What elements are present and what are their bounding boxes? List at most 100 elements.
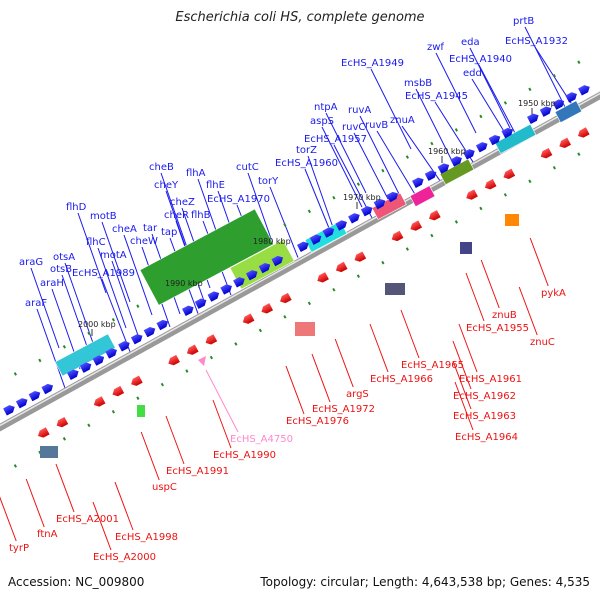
gene-label-pyka[interactable]: pykA	[541, 288, 566, 299]
gene-label-echs-a1949[interactable]: EcHS_A1949	[341, 58, 404, 69]
gene-label-mota[interactable]: motA	[100, 250, 127, 261]
gene-label-echs-a1962[interactable]: EcHS_A1962	[453, 391, 516, 402]
forward-gene-arrow	[220, 284, 232, 295]
gene-label-araf[interactable]: araF	[25, 298, 47, 309]
gene-label-echs-a1960[interactable]: EcHS_A1960	[275, 158, 338, 169]
gene-label-echs-a1991[interactable]: EcHS_A1991	[166, 466, 229, 477]
gene-label-ruvc[interactable]: ruvC	[342, 122, 365, 133]
gene-label-echs-a1965[interactable]: EcHS_A1965	[401, 360, 464, 371]
label-leader	[205, 369, 239, 433]
scale-tick-1980-kbp: 1980 kbp	[253, 237, 291, 246]
gene-label-chez[interactable]: cheZ	[170, 197, 195, 208]
forward-gene-arrow	[565, 92, 577, 103]
forward-gene-arrow	[28, 390, 41, 402]
gene-label-echs-a1963[interactable]: EcHS_A1963	[453, 411, 516, 422]
gene-label-asps[interactable]: aspS	[310, 116, 334, 127]
forward-gene-arrow	[309, 234, 322, 245]
gene-label-torz[interactable]: torZ	[296, 145, 317, 156]
label-leader	[123, 234, 153, 316]
reverse-gene-arrow	[112, 385, 125, 397]
gene-label-echs-a1932[interactable]: EcHS_A1932	[505, 36, 568, 47]
gene-label-chea[interactable]: cheA	[112, 224, 137, 235]
gene-label-ftna[interactable]: ftnA	[37, 529, 58, 540]
gene-label-echs-a1989[interactable]: EcHS_A1989	[72, 268, 135, 279]
gene-label-flhb[interactable]: flhB	[191, 210, 211, 221]
gene-label-otsa[interactable]: otsA	[53, 252, 75, 263]
forward-gene-arrow	[386, 191, 399, 203]
rrna-operon-block	[139, 208, 274, 306]
gene-label-otsb[interactable]: otsB	[50, 264, 72, 275]
label-leader	[114, 481, 134, 531]
forward-gene-arrow	[360, 206, 373, 217]
gene-label-znuc[interactable]: znuC	[530, 337, 555, 348]
gene-label-cutc[interactable]: cutC	[236, 162, 259, 173]
reverse-gene-arrow	[410, 220, 423, 231]
label-leader	[478, 64, 520, 141]
reverse-gene-arrow	[56, 416, 69, 428]
gene-label-chey[interactable]: cheY	[154, 180, 179, 191]
label-leader	[321, 126, 363, 208]
gene-label-tar[interactable]: tar	[143, 223, 158, 234]
gene-label-arah[interactable]: araH	[40, 278, 64, 289]
gene-label-ruva[interactable]: ruvA	[348, 105, 371, 116]
gene-label-prtb[interactable]: prtB	[513, 16, 534, 27]
forward-gene-arrow	[412, 177, 424, 188]
gene-label-echs-a1940[interactable]: EcHS_A1940	[449, 54, 512, 65]
gene-label-echs-a2001[interactable]: EcHS_A2001	[56, 514, 119, 525]
reverse-gene-arrow	[540, 147, 553, 159]
forward-gene-arrow	[373, 198, 386, 210]
gene-label-edd[interactable]: edd	[463, 68, 482, 79]
label-leader	[353, 132, 395, 211]
gene-label-zwf[interactable]: zwf	[427, 42, 444, 53]
gene-label-arag[interactable]: araG	[19, 257, 43, 268]
gene-label-uspc[interactable]: uspC	[152, 482, 177, 493]
reverse-gene-arrow	[168, 354, 180, 366]
reverse-gene-arrow	[578, 127, 590, 138]
label-leader	[469, 47, 511, 129]
gene-label-cheb[interactable]: cheB	[149, 162, 174, 173]
gene-label-tyrp[interactable]: tyrP	[9, 543, 29, 554]
forward-gene-arrow	[233, 277, 245, 288]
gene-label-echs-a2000[interactable]: EcHS_A2000	[93, 552, 156, 563]
gene-label-tap[interactable]: tap	[161, 227, 177, 238]
gene-label-znua[interactable]: znuA	[390, 115, 415, 126]
reverse-gene-arrow	[280, 292, 292, 304]
reverse-gene-arrow	[186, 344, 199, 355]
gene-label-flha[interactable]: flhA	[186, 168, 206, 179]
label-leader	[64, 262, 94, 344]
forward-gene-arrow	[539, 106, 552, 117]
reverse-gene-arrow	[335, 261, 348, 273]
forward-gene-arrow	[15, 398, 28, 409]
gene-label-echs-a1970[interactable]: EcHS_A1970	[207, 194, 270, 205]
gene-label-eda[interactable]: eda	[461, 37, 480, 48]
forward-gene-arrow	[271, 255, 284, 267]
gene-label-echs-a1998[interactable]: EcHS_A1998	[115, 532, 178, 543]
gene-label-ruvb[interactable]: ruvB	[365, 120, 388, 131]
gene-label-flhd[interactable]: flhD	[66, 202, 87, 213]
gene-label-flhc[interactable]: flhC	[86, 237, 106, 248]
gene-label-msbb[interactable]: msbB	[404, 78, 432, 89]
label-leader	[311, 353, 331, 403]
gene-label-znub[interactable]: znuB	[492, 310, 517, 321]
gene-label-echs-a1966[interactable]: EcHS_A1966	[370, 374, 433, 385]
gene-label-echs-a1961[interactable]: EcHS_A1961	[459, 374, 522, 385]
dash-track-2	[0, 140, 600, 477]
gene-label-flhe[interactable]: flhE	[206, 180, 225, 191]
gene-label-ntpa[interactable]: ntpA	[314, 102, 338, 113]
gene-label-args[interactable]: argS	[346, 389, 369, 400]
gene-label-echs-a1990[interactable]: EcHS_A1990	[213, 450, 276, 461]
gene-label-echs-a1964[interactable]: EcHS_A1964	[455, 432, 518, 443]
gene-label-motb[interactable]: motB	[90, 211, 117, 222]
gene-label-echs-a1955[interactable]: EcHS_A1955	[466, 323, 529, 334]
forward-gene-arrow	[297, 241, 309, 252]
gene-label-echs-a4750[interactable]: EcHS_A4750	[230, 434, 293, 445]
gene-label-echs-a1972[interactable]: EcHS_A1972	[312, 404, 375, 415]
gene-label-chew[interactable]: cheW	[130, 236, 158, 247]
gene-label-echs-a1976[interactable]: EcHS_A1976	[286, 416, 349, 427]
forward-gene-arrow	[3, 405, 15, 416]
gene-label-cher[interactable]: cheR	[164, 210, 189, 221]
gene-label-echs-a1945[interactable]: EcHS_A1945	[405, 91, 468, 102]
gene-label-echs-a1957[interactable]: EcHS_A1957	[304, 134, 367, 145]
gene-label-tory[interactable]: torY	[258, 176, 279, 187]
